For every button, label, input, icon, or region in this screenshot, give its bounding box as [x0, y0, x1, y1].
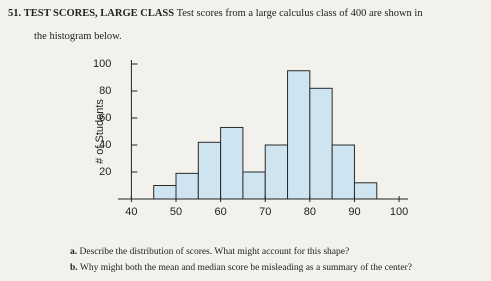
x-tick-label: 80 [304, 206, 316, 218]
bar [175, 172, 199, 200]
x-tick-label: 40 [125, 206, 137, 218]
x-tick-label: 90 [348, 206, 360, 218]
x-tick-label: 50 [170, 206, 182, 218]
bar [331, 144, 355, 200]
question-text: Describe the distribution of scores. Wha… [79, 247, 350, 257]
x-tick-label: 100 [390, 206, 408, 218]
bar [309, 87, 333, 200]
bar [220, 126, 244, 200]
y-tick-label: 40 [99, 139, 111, 151]
question-letter: b. [70, 263, 78, 273]
y-tick-label: 20 [99, 166, 111, 178]
bar [242, 171, 266, 200]
question-letter: a. [70, 247, 78, 257]
y-axis-label: # of Students [94, 99, 106, 164]
y-tick-label: 100 [93, 58, 111, 70]
chart: 40 50 60 70 80 90 100 20 40 60 80 100 # of Students [93, 58, 408, 218]
problem-number: 51. [8, 8, 22, 19]
x-tick-label: 60 [214, 206, 226, 218]
x-tick-label: 70 [259, 206, 271, 218]
y-tick-label: 60 [99, 112, 111, 124]
bar [153, 185, 177, 200]
problem-heading: TEST SCORES, LARGE CLASS [23, 8, 175, 19]
question: a. Describe the distribution of scores. … [70, 247, 349, 257]
bar [287, 70, 311, 200]
question: b. Why might both the mean and median sc… [70, 263, 412, 273]
question-text: Why might both the mean and median score… [79, 263, 413, 273]
bar [197, 141, 222, 200]
y-tick-label: 80 [99, 85, 111, 97]
problem-text: the histogram below. [34, 31, 122, 42]
bar [353, 182, 378, 200]
problem-text: Test scores from a large calculus class … [176, 8, 423, 19]
bar [264, 144, 289, 200]
problem-line: 51. TEST SCORES, LARGE CLASS Test scores… [8, 8, 423, 19]
